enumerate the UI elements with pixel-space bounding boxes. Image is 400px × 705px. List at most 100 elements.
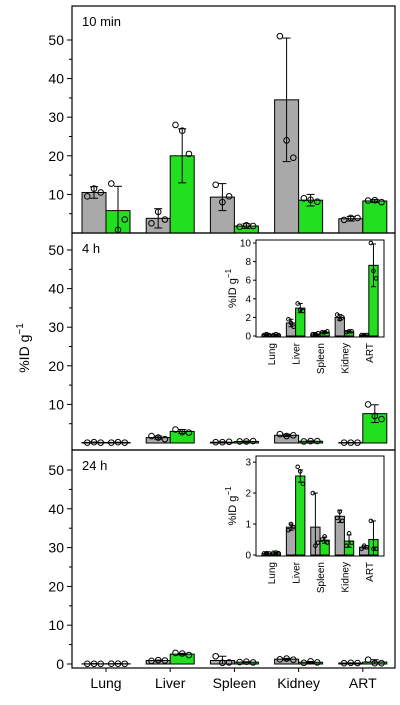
y-tick-label: 20 xyxy=(48,148,64,164)
main-data-point xyxy=(243,438,250,445)
main-data-point xyxy=(340,659,348,667)
main-data-point xyxy=(219,659,226,667)
main-data-point xyxy=(364,197,372,204)
inset-category-label: Lung xyxy=(267,343,278,365)
inset-data-point xyxy=(295,464,300,470)
inset-data-point xyxy=(288,320,294,326)
inset-data-point xyxy=(373,546,379,552)
main-data-point xyxy=(314,437,321,445)
main-data-point xyxy=(212,438,219,446)
y-tick-label: 10 xyxy=(48,617,64,633)
inset-category-label: Kidney xyxy=(340,562,351,593)
inset-data-point xyxy=(359,332,364,338)
inset-data-point xyxy=(337,509,343,514)
inset-data-point xyxy=(297,469,303,474)
main-data-point xyxy=(225,438,233,446)
inset-data-point xyxy=(273,331,279,337)
y-tick-label: 10 xyxy=(48,186,64,202)
inset-data-point xyxy=(273,550,279,555)
inset-data-point xyxy=(349,329,354,334)
main-data-point xyxy=(161,657,169,664)
inset-data-point xyxy=(286,316,291,322)
inset-frame xyxy=(255,239,385,338)
main-data-point xyxy=(83,660,91,668)
inset-data-point xyxy=(371,268,376,274)
panel-title: 24 h xyxy=(82,458,107,473)
main-data-point xyxy=(161,435,169,443)
main-data-point xyxy=(283,655,290,662)
main-data-point xyxy=(185,429,193,436)
main-data-point xyxy=(114,438,122,446)
main-data-point xyxy=(340,216,348,224)
x-category-label: ART xyxy=(349,675,377,691)
inset-category-label: Spleen xyxy=(316,562,327,593)
main-data-point xyxy=(90,660,98,668)
main-data-point xyxy=(276,32,284,40)
main-data-point xyxy=(107,660,115,668)
main-data-point xyxy=(178,650,186,657)
main-data-point xyxy=(121,660,129,668)
main-bar xyxy=(362,200,388,234)
y-tick-label: 30 xyxy=(48,109,64,125)
inset-data-point xyxy=(270,550,276,556)
y-tick-label: 30 xyxy=(48,540,64,556)
main-data-point xyxy=(354,659,361,667)
main-data-point xyxy=(225,193,233,200)
inset-data-point xyxy=(322,329,327,335)
main-data-point xyxy=(148,657,155,665)
panel-1: 10 20 30 40 50 4 h 0 2 4 6 8 10 %ID g−1 Lung Liver Sple… xyxy=(48,232,396,451)
y-tick-label: 50 xyxy=(48,462,64,478)
main-data-point xyxy=(90,185,98,192)
main-data-point xyxy=(371,196,379,204)
main-data-point xyxy=(364,401,372,408)
inset-category-label: Lung xyxy=(267,562,278,584)
main-data-point xyxy=(121,439,129,446)
y-axis-label-sup: −1 xyxy=(15,323,26,335)
main-data-point xyxy=(347,439,355,446)
inset-data-point xyxy=(346,531,352,536)
main-data-point xyxy=(225,659,233,666)
inset-data-point xyxy=(373,276,379,281)
y-tick-label: 50 xyxy=(48,242,64,258)
inset-data-point xyxy=(359,546,364,552)
main-data-point xyxy=(276,656,284,663)
y-tick-label: 10 xyxy=(48,396,64,412)
panel-frame xyxy=(71,449,396,669)
inset-data-point xyxy=(300,308,306,314)
main-data-point xyxy=(172,426,179,433)
y-tick-label: 50 xyxy=(48,32,64,48)
inset-data-point xyxy=(270,332,276,338)
main-data-point xyxy=(347,214,355,222)
main-data-point xyxy=(243,221,250,229)
main-data-point xyxy=(236,223,243,231)
inset-category-label: Spleen xyxy=(316,343,327,374)
main-data-point xyxy=(249,222,257,230)
main-data-point xyxy=(300,194,308,202)
inset-y-tick-label: 10 xyxy=(240,239,252,250)
inset-y-label: %ID g−1 xyxy=(224,486,239,526)
inset-data-point xyxy=(310,490,316,496)
main-data-point xyxy=(148,220,155,227)
inset-data-point xyxy=(340,518,345,524)
inset-data-point xyxy=(334,312,340,317)
inset-data-point xyxy=(310,331,316,337)
inset-data-point xyxy=(295,301,300,306)
inset-2: 0 1 2 3 %ID g−1 Lung Liver Spleen Kidney ART xyxy=(224,455,385,593)
inset-data-point xyxy=(324,329,330,334)
inset-data-point xyxy=(286,527,291,533)
inset-data-point xyxy=(261,332,267,338)
y-axis-label-main: %ID g xyxy=(16,335,32,373)
main-data-point xyxy=(307,657,314,665)
inset-y-label: %ID g−1 xyxy=(224,268,239,308)
inset-category-label: Liver xyxy=(292,342,303,364)
inset-y-tick-label: 4 xyxy=(245,294,251,305)
inset-category-label: ART xyxy=(365,562,376,582)
inset-y-tick-label: 2 xyxy=(245,489,251,500)
main-data-point xyxy=(340,439,348,446)
main-data-point xyxy=(172,649,179,657)
y-axis-label: %ID g−1 xyxy=(15,323,32,373)
inset-category-label: Kidney xyxy=(340,343,351,374)
inset-y-tick-label: 1 xyxy=(245,520,251,531)
